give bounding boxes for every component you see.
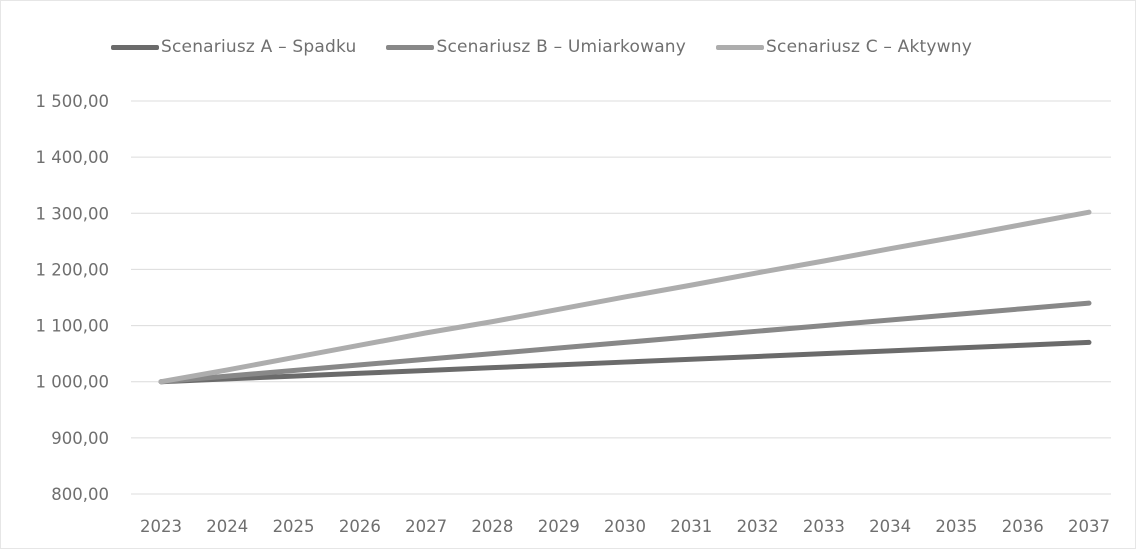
legend-label-c: Scenariusz C – Aktywny [766,37,973,57]
y-tick-label: 1 200,00 [36,260,109,279]
legend-swatch-b [386,44,435,50]
x-tick-label: 2029 [538,517,580,536]
x-axis-ticks: 2023 2024 2025 2026 2027 2028 2029 2030 2031 2032… [140,517,1110,536]
legend-swatch-c [716,44,765,50]
x-tick-label: 2024 [206,517,248,536]
series-line-c[interactable] [158,209,1092,385]
x-tick-label: 2031 [670,517,712,536]
series-lines [158,209,1092,385]
legend-item-a[interactable]: Scenariusz A – Spadku [111,37,356,57]
y-tick-label: 1 300,00 [36,204,109,223]
x-tick-label: 2027 [405,517,447,536]
series-line-a[interactable] [158,339,1092,385]
y-tick-label: 1 100,00 [36,317,109,336]
legend-item-c[interactable]: Scenariusz C – Aktywny [716,37,972,57]
legend-item-b[interactable]: Scenariusz B – Umiarkowany [386,37,686,57]
y-axis-ticks: 800,00 900,00 1 000,00 1 100,00 1 200,00 1 30… [36,92,109,504]
series-line-b[interactable] [158,300,1092,385]
y-tick-label: 1 400,00 [36,148,109,167]
y-tick-label: 900,00 [51,429,109,448]
legend-swatch-a [111,44,159,50]
x-tick-label: 2025 [273,517,315,536]
x-tick-label: 2037 [1068,517,1110,536]
x-tick-label: 2026 [339,517,381,536]
x-tick-label: 2034 [869,517,911,536]
chart-legend: Scenariusz A – Spadku Scenariusz B – Umi… [111,37,972,57]
x-tick-label: 2035 [935,517,977,536]
legend-label-a: Scenariusz A – Spadku [161,37,357,57]
x-tick-label: 2033 [803,517,845,536]
legend-label-b: Scenariusz B – Umiarkowany [436,37,687,57]
y-tick-label: 1 500,00 [36,92,109,111]
y-tick-label: 800,00 [51,485,109,504]
gridlines [131,100,1111,495]
x-tick-label: 2032 [737,517,779,536]
x-tick-label: 2028 [471,517,513,536]
y-tick-label: 1 000,00 [36,373,109,392]
x-tick-label: 2023 [140,517,182,536]
x-tick-label: 2030 [604,517,646,536]
x-tick-label: 2036 [1002,517,1044,536]
